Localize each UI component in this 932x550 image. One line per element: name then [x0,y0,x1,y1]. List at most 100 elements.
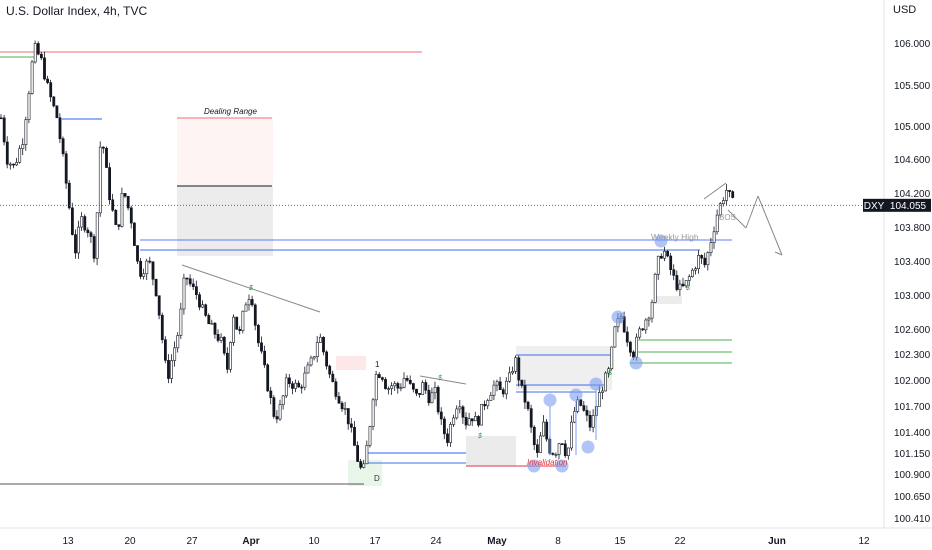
candle-body [222,336,226,354]
candle-body [167,360,170,379]
price-tick-label: 101.700 [894,402,931,413]
candle-body [421,382,425,395]
candle-body [312,356,316,359]
candle-body [294,382,298,389]
candle-body [151,261,155,280]
candle-body [256,325,260,344]
candle-body [232,316,236,343]
candle-body [74,234,77,254]
dollar-marker: $ [685,285,690,292]
candle-body [597,392,601,407]
candle-body [346,408,350,425]
liquidity-circle [611,310,625,324]
candle-body [632,351,635,358]
candle-body [21,144,25,149]
candle-body [284,377,288,397]
symbol-badge [863,198,885,212]
level-line [757,195,783,256]
zone-box [336,356,366,370]
zone-box [177,118,273,186]
candle-body [315,342,319,357]
candle-body [49,82,53,98]
candle-body [52,96,56,107]
candle-body [520,379,524,386]
price-axis: 106.000 105.500 105.000 104.600 104.200 103.8… [894,39,931,525]
candle-body [551,453,555,455]
candle-body [446,433,449,443]
candle-body [582,405,586,411]
candle-body [579,399,583,406]
liquidity-circle [654,234,668,248]
candle-body [368,426,372,446]
candle-body [120,193,124,227]
level-line [181,264,321,313]
candle-body [229,342,232,370]
candle-body [659,255,663,259]
candle-body [436,387,440,413]
candle-body [731,191,735,198]
time-tick-label: 20 [124,536,136,547]
candle-body [102,146,105,149]
candle-body [523,385,527,403]
candle-body [272,397,276,417]
candle-body [164,339,167,361]
chart-title: U.S. Dollar Index, 4h, TVC [6,4,148,18]
candle-body [145,260,149,275]
d-label: D [374,474,380,483]
circles-layer [527,234,668,473]
candle-body [644,319,648,331]
candle-body [653,273,657,303]
time-tick-label: 13 [62,536,74,547]
candle-body [269,390,273,398]
candle-body [226,352,229,370]
level-line [727,209,747,229]
candle-body [46,78,50,83]
candle-body [291,383,294,389]
price-tick-label: 102.600 [894,325,931,336]
candle-body [30,61,34,94]
candle-body [380,377,384,380]
candle-body [253,304,257,326]
candle-body [219,336,223,341]
candle-body [24,119,28,145]
zone-box [466,436,516,466]
candle-body [473,416,477,422]
candle-body [136,245,139,262]
candle-body [92,236,96,259]
time-tick-label: 27 [186,536,198,547]
candle-body [18,148,22,163]
candle-body [411,383,415,390]
candle-body [204,304,208,316]
candle-body [669,255,673,270]
zone-box [177,186,273,256]
candle-body [306,364,310,374]
candle-body [325,351,329,367]
labels-layer: Dealing Range Weekly High BOS Invalidation D… [204,107,736,483]
candle-body [9,163,12,166]
candle-body [508,372,511,382]
candle-body [498,381,502,390]
candle-body [331,373,335,383]
candle-body [287,377,291,384]
candle-body [250,299,254,306]
candle-body [207,315,211,325]
candle-body [591,415,595,428]
liquidity-circle [555,459,569,473]
candle-body [718,203,722,216]
candle-body [2,117,6,143]
candle-body [241,310,245,331]
candle-body [154,278,158,297]
candle-body [244,304,248,312]
candle-body [725,190,728,201]
candle-body [98,146,102,214]
candle-body [278,404,282,420]
candle-body [532,426,536,446]
candle-body [511,370,515,374]
candle-body [61,138,65,155]
candle-body [5,141,9,165]
candle-body [613,326,617,348]
zone-box [656,296,682,304]
candle-body [297,382,301,388]
price-tick-label: 104.200 [894,189,931,200]
